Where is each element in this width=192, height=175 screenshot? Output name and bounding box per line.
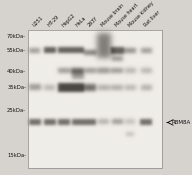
Text: Mouse brain: Mouse brain (101, 3, 125, 28)
Text: HT-29: HT-29 (47, 15, 60, 28)
Text: Mouse heart: Mouse heart (114, 3, 139, 28)
Text: 35kDa-: 35kDa- (7, 85, 26, 90)
Text: RBM8A: RBM8A (171, 120, 190, 125)
Text: Rat liver: Rat liver (143, 10, 161, 28)
Text: 55kDa-: 55kDa- (7, 48, 26, 53)
Text: 70kDa-: 70kDa- (7, 34, 26, 39)
Text: U251: U251 (32, 15, 45, 28)
Text: 25kDa-: 25kDa- (7, 108, 26, 113)
Text: 40kDa-: 40kDa- (7, 69, 26, 74)
Text: HepG2: HepG2 (61, 13, 77, 28)
Text: Mouse kidney: Mouse kidney (127, 1, 155, 28)
Text: 15kDa-: 15kDa- (7, 153, 26, 158)
Text: 293Y: 293Y (87, 16, 99, 28)
Bar (28, 30, 162, 168)
Text: HeLa: HeLa (75, 16, 87, 28)
